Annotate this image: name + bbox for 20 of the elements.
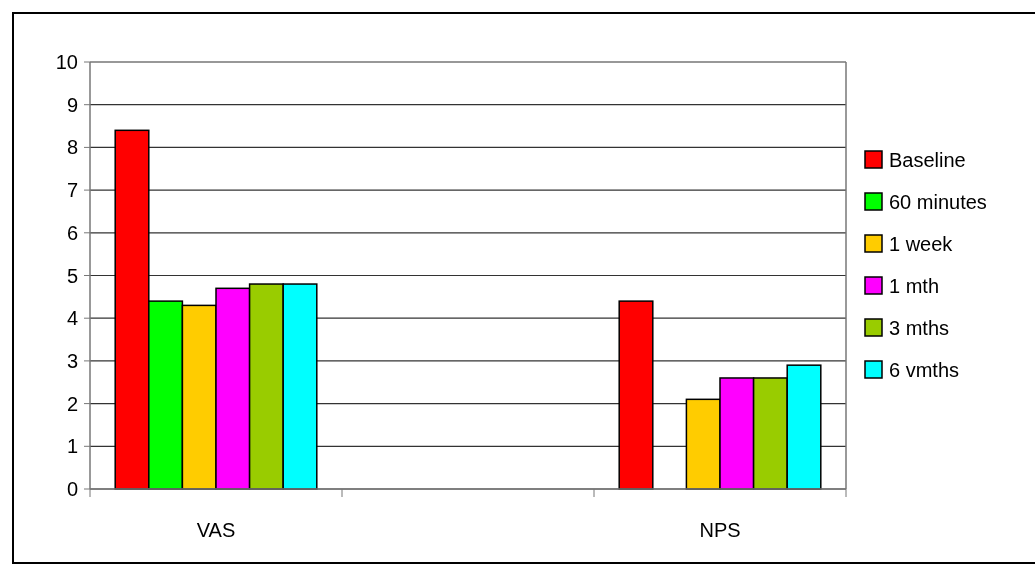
y-tick-label: 0 xyxy=(66,478,78,500)
legend-label: 1 week xyxy=(889,233,954,255)
legend-label: 3 mths xyxy=(889,317,950,339)
y-tick-label: 5 xyxy=(66,264,78,287)
legend-label: 1 mth xyxy=(889,275,940,297)
legend-label: 60 minutes xyxy=(889,191,987,213)
y-tick-label: 8 xyxy=(66,136,78,159)
y-tick-label: 3 xyxy=(66,349,78,372)
x-tick-label: VAS xyxy=(196,519,236,541)
y-tick-label: 7 xyxy=(66,179,78,202)
bar xyxy=(618,300,654,490)
y-tick-label: 10 xyxy=(55,51,78,73)
legend-label: 6 vmths xyxy=(889,359,960,381)
y-tick-label: 4 xyxy=(66,307,78,330)
legend-label: Baseline xyxy=(889,149,966,171)
y-tick-label: 1 xyxy=(66,435,78,458)
x-tick-label: NPS xyxy=(699,519,741,541)
y-tick-label: 6 xyxy=(66,221,78,244)
y-tick-label: 9 xyxy=(66,93,78,116)
y-tick-label: 2 xyxy=(66,392,78,415)
